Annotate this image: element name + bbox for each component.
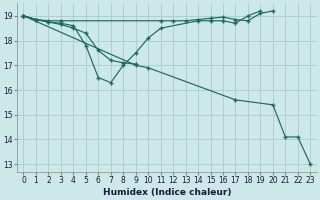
X-axis label: Humidex (Indice chaleur): Humidex (Indice chaleur) bbox=[103, 188, 231, 197]
